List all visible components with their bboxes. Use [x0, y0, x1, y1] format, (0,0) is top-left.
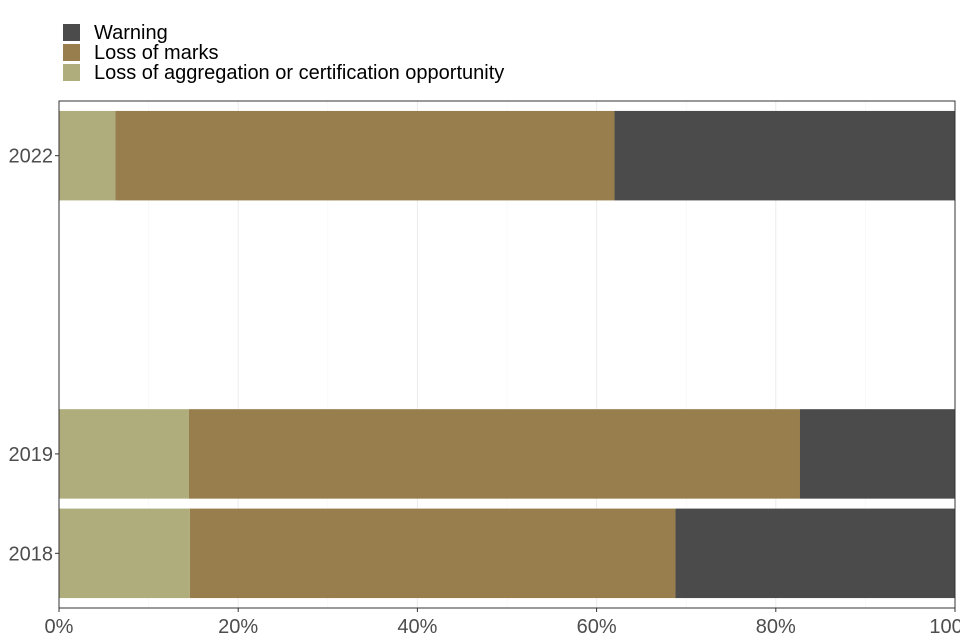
- bar-segment-2018-2: [189, 508, 676, 599]
- x-tick-label-0: 0%: [45, 616, 74, 638]
- bar-segment-2019-1: [59, 409, 189, 499]
- y-tick-label-2022: 2022: [9, 146, 54, 168]
- y-tick-label-2019: 2019: [9, 444, 54, 466]
- legend-label-1: Warning: [94, 22, 168, 44]
- x-tick-label-100: 100%: [929, 616, 960, 638]
- legend-key-1: [63, 24, 80, 41]
- x-tick-label-80: 80%: [756, 616, 796, 638]
- y-axis: 2018 2019 2022: [9, 146, 59, 565]
- bar-segment-2022-3: [614, 110, 955, 201]
- bar-segment-2022-1: [59, 110, 116, 201]
- x-tick-label-40: 40%: [397, 616, 437, 638]
- bar-segment-2022-2: [115, 110, 615, 201]
- bar-segment-2018-1: [59, 508, 190, 599]
- legend-key-3: [63, 64, 80, 81]
- plot-panel-border: [58, 100, 956, 609]
- bar-segment-2019-2: [188, 409, 800, 499]
- legend-label-3: Loss of aggregation or certification opp…: [94, 62, 504, 84]
- bar-segment-2019-3: [799, 409, 955, 499]
- bars: [59, 110, 955, 599]
- x-tick-label-60: 60%: [577, 616, 617, 638]
- x-axis: 0% 20% 40% 60% 80% 100%: [45, 608, 960, 638]
- y-tick-label-2018: 2018: [9, 543, 54, 565]
- bar-segment-2018-3: [675, 508, 955, 599]
- x-tick-label-20: 20%: [218, 616, 258, 638]
- legend-key-2: [63, 44, 80, 61]
- legend-label-2: Loss of marks: [94, 42, 218, 64]
